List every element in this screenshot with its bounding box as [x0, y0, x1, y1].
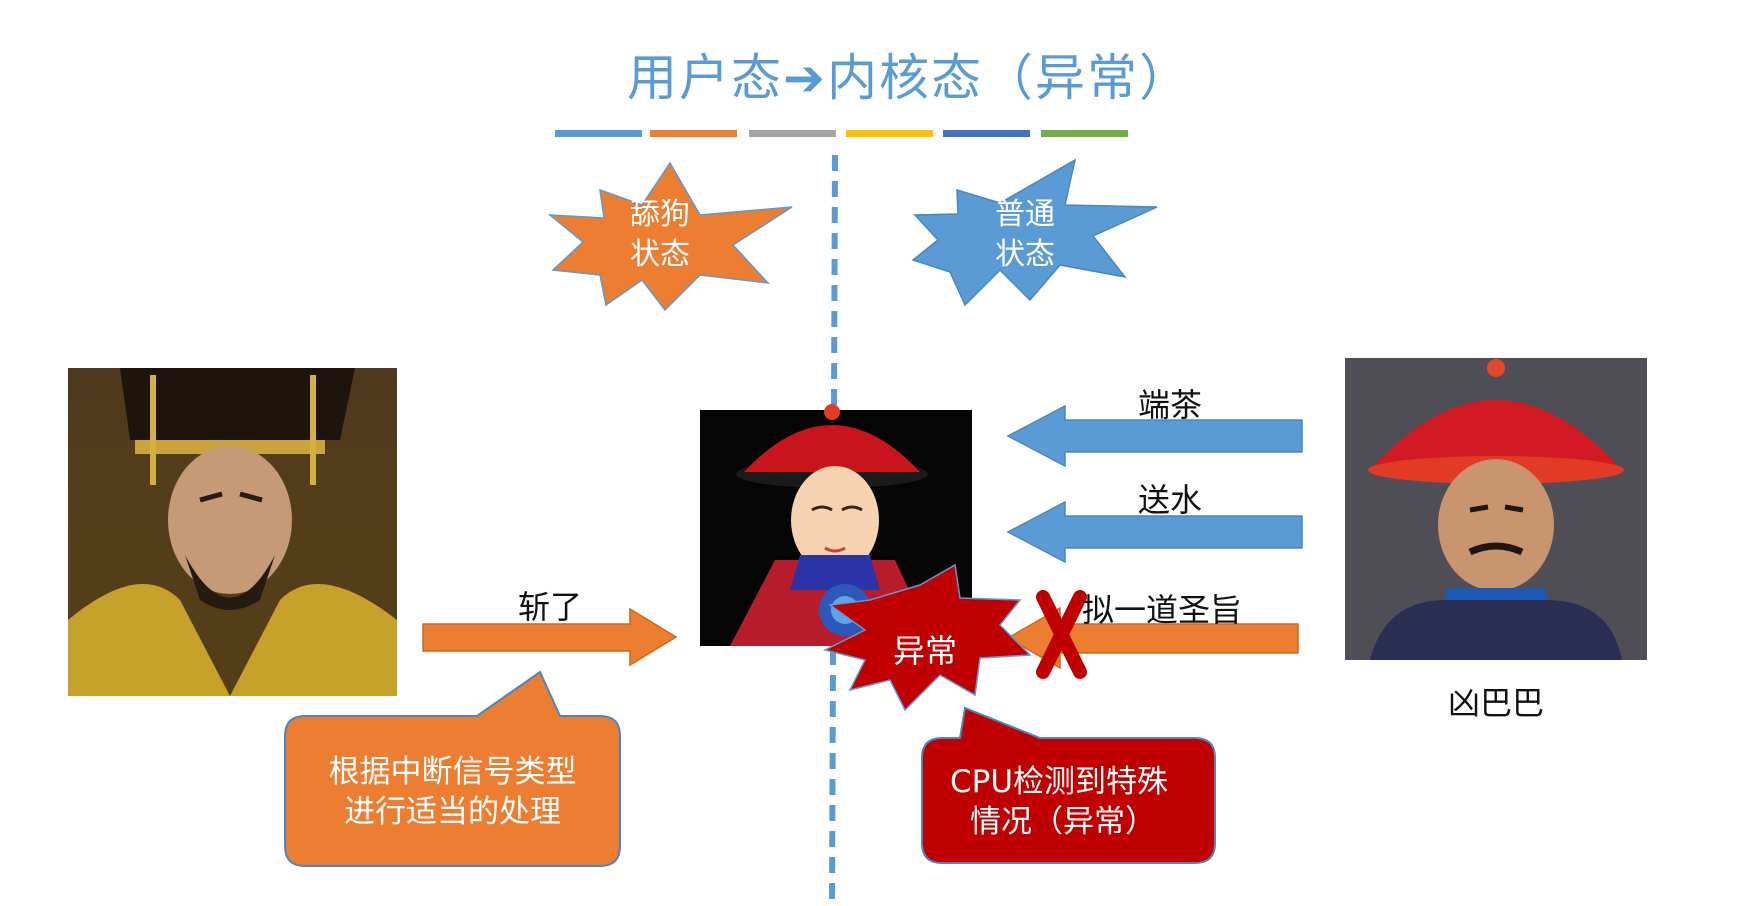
- page-title: 用户态➔内核态（异常）: [0, 38, 1738, 110]
- user-state-line1: 舔狗: [630, 197, 690, 232]
- arrow-duancha-label: 端茶: [1138, 386, 1203, 424]
- arrow-zhanle-label: 斩了: [518, 588, 583, 626]
- exception-burst-shape: [822, 563, 1032, 712]
- kernel-state-burst: [911, 158, 1158, 307]
- title-bar-1: [555, 130, 642, 137]
- right-callout-shape: [921, 706, 1216, 864]
- title-bar-5: [943, 130, 1030, 137]
- kernel-state-label: 普通 状态: [965, 195, 1085, 275]
- title-bar-2: [650, 130, 737, 137]
- title-arrow: ➔: [783, 49, 827, 107]
- right-callout-line2: 情况（异常）: [970, 804, 1156, 840]
- blocked-x-mark: [1036, 590, 1087, 679]
- right-callout-text: CPU检测到特殊 情况（异常）: [930, 762, 1210, 842]
- kernel-state-line1: 普通: [995, 197, 1055, 232]
- title-bar-3: [749, 130, 836, 137]
- title-bar-6: [1041, 130, 1128, 137]
- left-callout-text: 根据中断信号类型 进行适当的处理: [290, 752, 615, 832]
- arrow-zhanle-shape: [422, 607, 678, 667]
- left-callout-line1: 根据中断信号类型: [328, 754, 577, 790]
- emperor-portrait: [68, 368, 397, 696]
- title-user-mode: 用户态: [627, 49, 784, 107]
- user-state-label: 舔狗 状态: [600, 195, 720, 275]
- arrow-songshui-label: 送水: [1138, 481, 1203, 519]
- title-bar-4: [846, 130, 933, 137]
- arrow-shengzhi-label: 拟一道圣旨: [1082, 591, 1243, 629]
- arrow-songshui-shape: [1006, 500, 1303, 564]
- user-state-burst: [547, 161, 793, 312]
- official-name-label: 凶巴巴: [1448, 684, 1545, 722]
- user-state-line2: 状态: [630, 237, 690, 272]
- arrow-duancha-shape: [1006, 404, 1303, 468]
- left-callout-line2: 进行适当的处理: [344, 794, 561, 830]
- official-portrait: [1345, 358, 1647, 660]
- kernel-state-line2: 状态: [995, 237, 1055, 272]
- exception-burst-label: 异常: [893, 632, 958, 670]
- left-callout-shape: [284, 670, 621, 867]
- right-callout-line1: CPU检测到特殊: [950, 764, 1169, 800]
- title-kernel-mode: 内核态（异常）: [826, 49, 1191, 107]
